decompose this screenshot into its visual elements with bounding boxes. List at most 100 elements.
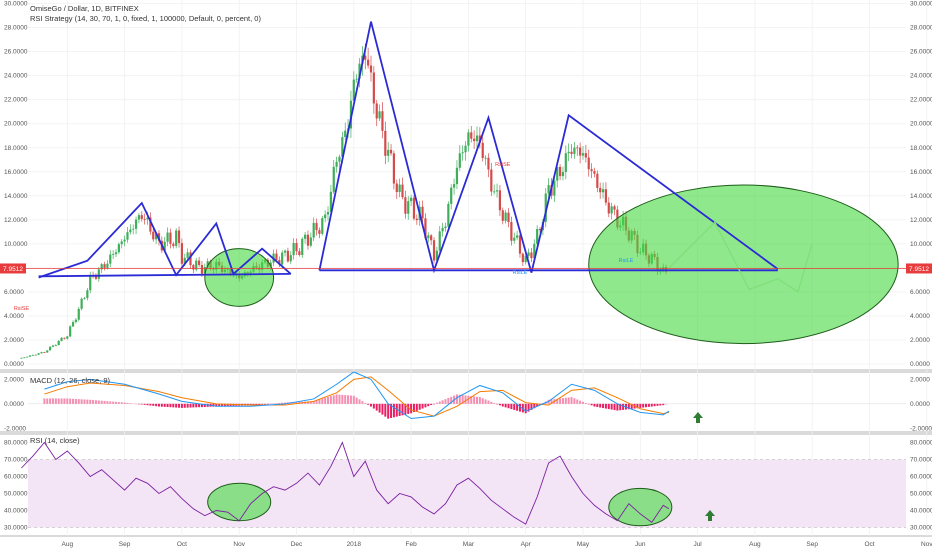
candle-body (524, 255, 527, 263)
candle-body (149, 217, 152, 232)
candle-body (372, 72, 375, 104)
candle-body (567, 151, 570, 154)
macd-histogram-bar (57, 398, 60, 404)
macd-histogram-bar (106, 401, 109, 404)
rsi-y-tick-left: 50.0000 (4, 491, 28, 498)
candle-body (473, 138, 476, 142)
candle-body (352, 79, 355, 101)
rsi-up-arrow (705, 510, 715, 521)
macd-histogram-bar (613, 403, 616, 411)
x-tick-label: Jun (635, 541, 646, 548)
x-tick-label: Aug (749, 541, 761, 548)
macd-histogram-bar (226, 403, 229, 407)
candle-body (412, 197, 416, 219)
last-price-tag-right-text: 7.9512 (909, 266, 929, 273)
candle-body (607, 202, 610, 214)
last-price-tag-right (906, 263, 932, 274)
macd-histogram-bar (200, 403, 203, 408)
candle-body (470, 132, 473, 139)
candle-body (481, 142, 484, 158)
macd-histogram-bar (160, 403, 163, 407)
macd-histogram-bar (378, 403, 381, 413)
x-tick-label: Sep (806, 541, 818, 548)
macd-histogram-bar (561, 398, 564, 404)
macd-histogram-bar (86, 399, 89, 404)
macd-histogram-bar (461, 395, 464, 404)
candle-body (410, 197, 413, 202)
y-tick-label-right: 4.0000 (910, 313, 930, 320)
rsi-y-tick-left: 30.0000 (4, 525, 28, 532)
candle-body (31, 354, 35, 356)
y-tick-label-left: 28.0000 (4, 25, 28, 32)
macd-histogram-bar (415, 403, 418, 411)
macd-histogram-bar (72, 398, 75, 404)
macd-histogram-bar (367, 403, 370, 405)
macd-histogram-bar (175, 403, 178, 408)
candle-body (206, 261, 209, 268)
candle-body (40, 352, 43, 354)
candle-body (89, 275, 92, 291)
candle-body (134, 219, 138, 229)
macd-histogram-bar (418, 403, 421, 410)
x-tick-label: Aug (62, 541, 74, 548)
macd-histogram-bar (424, 403, 427, 408)
candle-body (283, 250, 287, 253)
macd-histogram-bar (475, 396, 478, 404)
candle-body (37, 353, 40, 355)
macd-histogram-bar (218, 403, 221, 407)
candle-body (275, 253, 278, 260)
macd-histogram-bar (659, 403, 662, 406)
candle-body (289, 255, 292, 262)
candle-body (530, 252, 533, 259)
macd-histogram-bar (524, 403, 527, 414)
macd-histogram-bar (636, 403, 639, 409)
rsi-y-tick-right: 50.0000 (910, 491, 932, 498)
candle-body (200, 265, 204, 274)
macd-histogram-bar (630, 403, 633, 409)
candle-body (172, 243, 175, 246)
macd-histogram-bar (295, 401, 298, 404)
candle-body (152, 231, 155, 240)
strategy-label: RSI Strategy (14, 30, 70, 1, 0, fixed, 1… (30, 14, 261, 23)
rsi-y-tick-left: 70.0000 (4, 457, 28, 464)
candle-body (475, 135, 479, 142)
candle-body (318, 230, 321, 234)
y-tick-label-left: 20.0000 (4, 121, 28, 128)
macd-histogram-bar (83, 399, 86, 404)
macd-histogram-bar (312, 401, 315, 404)
candle-body (455, 167, 459, 185)
trendline-double-top-neckline (38, 272, 291, 278)
candle-body (155, 233, 158, 240)
macd-histogram-bar (63, 398, 66, 404)
macd-histogram-bar (341, 394, 344, 404)
macd-histogram-bar (447, 397, 450, 404)
macd-histogram-bar (321, 398, 324, 404)
candle-body (51, 345, 55, 347)
strategy-marker: RsiSE (495, 162, 511, 168)
macd-histogram-bar (404, 403, 407, 415)
macd-histogram-bar (252, 403, 255, 405)
candle-body (57, 340, 60, 346)
macd-histogram-bar (143, 403, 146, 405)
trendline-double-top (38, 201, 292, 279)
macd-histogram-bar (120, 402, 123, 404)
candle-body (521, 253, 524, 263)
macd-histogram-bar (602, 403, 605, 409)
macd-histogram-bar (590, 403, 593, 406)
macd-histogram-bar (80, 399, 83, 404)
macd-histogram-bar (318, 399, 321, 404)
candle-body (384, 130, 387, 156)
candle-body (513, 237, 516, 241)
candle-body (197, 260, 201, 266)
candle-body (536, 229, 539, 244)
macd-histogram-bar (564, 397, 567, 404)
macd-histogram-bar (189, 403, 192, 408)
macd-histogram-bar (593, 403, 596, 407)
candle-body (100, 264, 103, 270)
candle-body (421, 206, 424, 219)
y-tick-label-left: 18.0000 (4, 145, 28, 152)
macd-histogram-bar (284, 402, 287, 404)
macd-histogram-bar (375, 403, 378, 411)
macd-y-tick-right: -2.0000 (910, 425, 932, 432)
candle-body (547, 185, 550, 194)
